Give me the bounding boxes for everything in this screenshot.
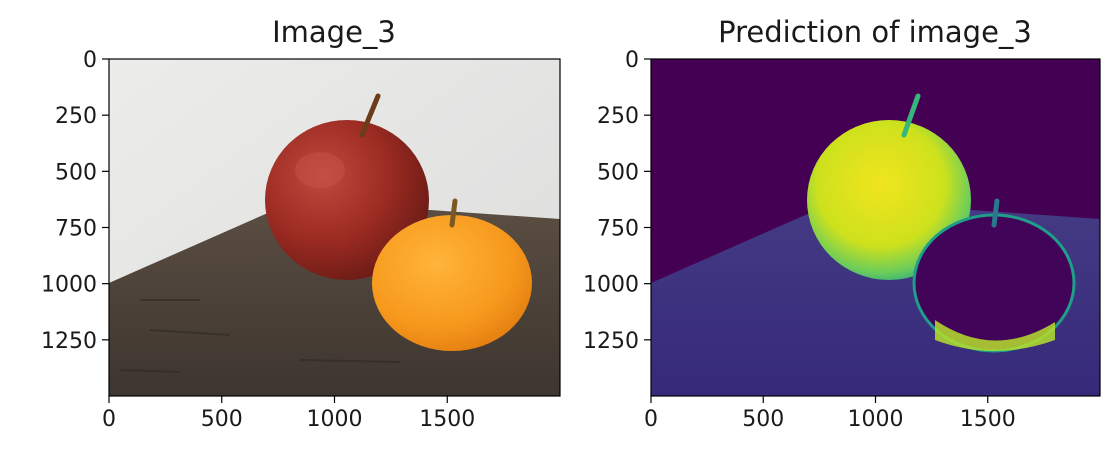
x-tick-label: 1500 xyxy=(960,407,1016,432)
y-tick-label: 500 xyxy=(597,160,639,185)
y-tick-label: 0 xyxy=(83,48,97,73)
y-axis: 0 250 500 750 1000 1250 xyxy=(41,48,109,354)
y-tick-label: 1250 xyxy=(41,329,97,354)
panel-title: Image_3 xyxy=(272,15,396,49)
x-tick-label: 1500 xyxy=(419,407,475,432)
x-tick-label: 0 xyxy=(102,407,116,432)
y-tick-label: 1250 xyxy=(583,329,639,354)
y-tick-label: 750 xyxy=(55,217,97,242)
x-tick-label: 500 xyxy=(201,407,243,432)
prediction-heatmap-image xyxy=(651,59,1100,396)
y-tick-label: 750 xyxy=(597,217,639,242)
x-tick-label: 1000 xyxy=(848,407,904,432)
x-axis: 0 500 1000 1500 xyxy=(644,396,1016,432)
image-panel-original: Image_3 0 500 1000 1500 0 250 500 750 1000 1250 xyxy=(41,15,561,432)
y-tick-label: 500 xyxy=(55,160,97,185)
y-axis: 0 250 500 750 1000 1250 xyxy=(583,48,651,354)
image-panel-prediction: Prediction of image_3 0 500 1000 1500 0 250 5… xyxy=(583,15,1101,432)
y-tick-label: 250 xyxy=(597,104,639,129)
panel-title: Prediction of image_3 xyxy=(718,15,1032,49)
y-tick-label: 1000 xyxy=(583,273,639,298)
y-tick-label: 250 xyxy=(55,104,97,129)
x-tick-label: 1000 xyxy=(307,407,363,432)
x-axis: 0 500 1000 1500 xyxy=(102,396,475,432)
photo-image xyxy=(109,59,560,396)
y-tick-label: 1000 xyxy=(41,273,97,298)
y-tick-label: 0 xyxy=(625,48,639,73)
x-tick-label: 500 xyxy=(742,407,784,432)
x-tick-label: 0 xyxy=(644,407,658,432)
